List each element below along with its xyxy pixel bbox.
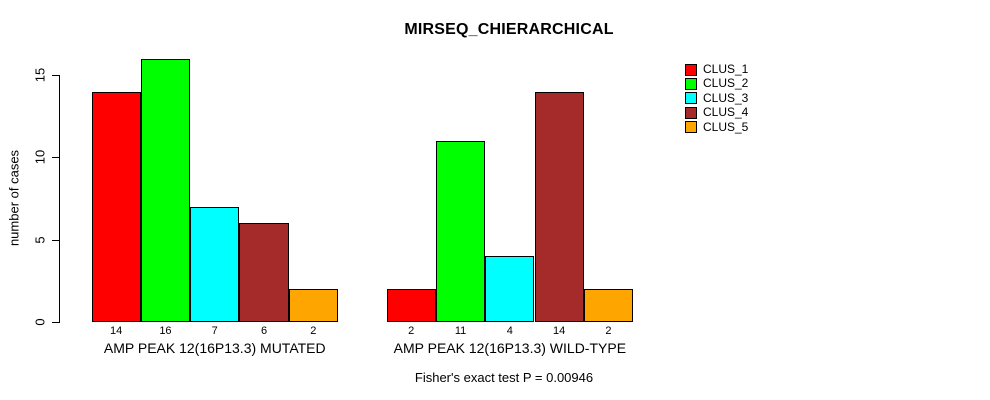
- bar-value-label: 7: [211, 325, 218, 337]
- legend-swatch-clus_5: [685, 121, 697, 134]
- bar-clus_5: [583, 289, 634, 322]
- bar-value-label: 11: [454, 325, 467, 337]
- legend-swatch-clus_4: [685, 106, 697, 119]
- y-tick-mark: [52, 75, 59, 77]
- bar-clus_4: [239, 223, 289, 322]
- y-axis-title: number of cases: [6, 149, 22, 247]
- bar-value-label: 4: [506, 325, 513, 337]
- legend-item-clus_5: CLUS_5: [685, 119, 749, 134]
- bar-value-label: 2: [605, 325, 612, 337]
- y-tick-label: 15: [32, 67, 48, 83]
- bar-value-label: 6: [260, 325, 268, 337]
- y-tick-mark: [52, 322, 59, 323]
- group-axis-label: AMP PEAK 12(16P13.3) MUTATED: [103, 340, 326, 356]
- y-tick-label: 10: [32, 150, 48, 165]
- legend-item-clus_4: CLUS_4: [685, 106, 748, 119]
- legend-swatch-clus_3: [685, 92, 697, 105]
- bar-clus_4: [534, 92, 584, 322]
- legend-label: CLUS_2: [703, 76, 749, 91]
- bar-value-label: 2: [310, 325, 317, 337]
- bar-value-label: 14: [553, 325, 566, 337]
- bar-clus_3: [190, 207, 240, 322]
- chart-title: MIRSEQ_CHIERARCHICAL: [404, 21, 614, 38]
- legend-item-clus_1: CLUS_1: [685, 63, 748, 76]
- bar-value-label: 14: [110, 325, 123, 337]
- bar-clus_1: [91, 92, 141, 322]
- y-tick-label: 5: [32, 236, 48, 244]
- legend-label: CLUS_1: [703, 62, 749, 76]
- bar-clus_1: [386, 289, 436, 322]
- footnote-text: Fisher's exact test P = 0.00946: [414, 370, 594, 385]
- legend-label: CLUS_5: [703, 119, 749, 134]
- y-tick-mark: [52, 239, 59, 241]
- group-axis-label: AMP PEAK 12(16P13.3) WILD-TYPE: [393, 340, 627, 356]
- bar-value-label: 16: [159, 325, 172, 337]
- legend-item-clus_2: CLUS_2: [685, 77, 748, 90]
- bar-clus_2: [435, 141, 486, 322]
- legend-item-clus_3: CLUS_3: [685, 90, 749, 105]
- legend-label: CLUS_3: [703, 90, 749, 105]
- legend-swatch-clus_2: [685, 77, 697, 90]
- y-tick-label: 0: [32, 318, 48, 326]
- legend-label: CLUS_4: [703, 105, 749, 120]
- bar-clus_3: [485, 256, 535, 322]
- bar-clus_5: [288, 289, 338, 322]
- y-axis-line: [59, 75, 60, 323]
- y-tick-mark: [52, 157, 59, 159]
- bar-value-label: 2: [408, 325, 415, 337]
- bar-clus_2: [140, 59, 191, 322]
- legend-swatch-clus_1: [685, 63, 697, 76]
